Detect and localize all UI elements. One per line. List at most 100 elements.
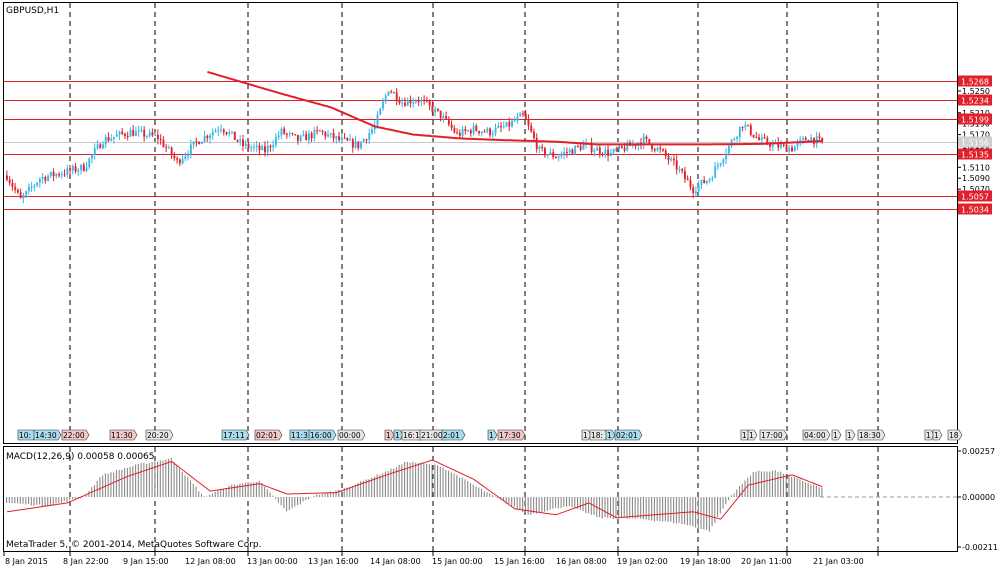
candle[interactable] [546, 154, 549, 159]
candle[interactable] [329, 132, 332, 139]
candle[interactable] [313, 126, 316, 142]
candle[interactable] [524, 109, 527, 121]
candle[interactable] [44, 175, 47, 184]
candle[interactable] [126, 131, 129, 141]
candle[interactable] [760, 133, 763, 144]
candle[interactable] [404, 97, 406, 107]
event-badge[interactable]: 00:00 [337, 429, 366, 441]
candle[interactable] [195, 137, 198, 147]
candle[interactable] [93, 143, 96, 160]
event-badge[interactable]: 17:00 [759, 429, 788, 441]
candle[interactable] [187, 150, 190, 161]
candle[interactable] [255, 140, 258, 153]
candle[interactable] [755, 131, 758, 139]
candle[interactable] [475, 123, 478, 132]
candle[interactable] [516, 112, 519, 124]
candle[interactable] [159, 134, 162, 145]
candle[interactable] [686, 175, 689, 181]
candle[interactable] [36, 181, 39, 188]
candle[interactable] [99, 142, 102, 149]
candle[interactable] [77, 168, 80, 176]
candle[interactable] [796, 139, 799, 151]
candle[interactable] [217, 126, 220, 137]
candle[interactable] [607, 144, 610, 162]
event-badge[interactable]: 1 [581, 429, 592, 441]
candle[interactable] [791, 144, 793, 153]
candle[interactable] [354, 136, 357, 150]
candle[interactable] [91, 154, 93, 164]
candle[interactable] [324, 130, 327, 140]
candle[interactable] [280, 127, 283, 140]
candle[interactable] [8, 175, 11, 186]
candle[interactable] [140, 125, 143, 133]
candle[interactable] [456, 128, 459, 135]
candle[interactable] [132, 124, 135, 137]
event-badge[interactable]: 10: [17, 429, 37, 441]
candle[interactable] [681, 168, 684, 174]
candle[interactable] [489, 127, 492, 138]
candle[interactable] [63, 169, 66, 177]
candle[interactable] [258, 142, 261, 156]
candle[interactable] [431, 100, 434, 116]
candle[interactable] [530, 122, 533, 133]
candle[interactable] [176, 156, 179, 164]
candle[interactable] [368, 128, 371, 144]
candle[interactable] [519, 111, 522, 117]
candle[interactable] [277, 130, 280, 141]
candle[interactable] [357, 141, 360, 151]
candle[interactable] [379, 107, 382, 116]
candle[interactable] [576, 144, 579, 148]
candle[interactable] [49, 171, 52, 179]
candle[interactable] [522, 110, 524, 117]
candle[interactable] [390, 89, 393, 94]
candle[interactable] [384, 93, 387, 105]
candle[interactable] [804, 136, 807, 141]
candle[interactable] [763, 133, 766, 139]
candle[interactable] [332, 128, 335, 143]
candle[interactable] [27, 183, 30, 195]
candle[interactable] [302, 130, 305, 137]
candle[interactable] [705, 180, 708, 185]
candle[interactable] [711, 175, 714, 182]
candle[interactable] [393, 91, 395, 94]
candle[interactable] [102, 141, 104, 150]
candle[interactable] [184, 152, 187, 162]
candle[interactable] [47, 173, 50, 182]
candle[interactable] [250, 144, 253, 153]
candle[interactable] [316, 126, 319, 135]
candle[interactable] [253, 143, 255, 152]
time-axis[interactable]: 8 Jan 2015 8 Jan 22:00 9 Jan 15:00 12 Jan 0… [3, 552, 879, 566]
candle[interactable] [467, 129, 470, 133]
candle[interactable] [758, 133, 761, 141]
candle[interactable] [266, 140, 269, 157]
candle[interactable] [269, 144, 272, 152]
event-badge[interactable]: 18: [589, 429, 609, 441]
candle[interactable] [725, 148, 728, 165]
candle[interactable] [511, 117, 513, 128]
candle[interactable] [555, 155, 557, 159]
candle[interactable] [167, 144, 170, 149]
candle[interactable] [173, 152, 176, 161]
candle[interactable] [434, 106, 437, 117]
candle[interactable] [533, 128, 535, 141]
candle[interactable] [428, 99, 431, 111]
candle[interactable] [283, 126, 286, 135]
candle[interactable] [55, 173, 58, 179]
candle[interactable] [239, 135, 242, 146]
candle[interactable] [14, 183, 17, 194]
event-badge[interactable]: 20:20 [145, 429, 174, 441]
candle[interactable] [461, 125, 464, 138]
event-badge[interactable]: 16:00 [308, 429, 337, 441]
candle[interactable] [395, 87, 398, 106]
candle[interactable] [371, 125, 373, 136]
candle[interactable] [670, 156, 673, 162]
candle[interactable] [335, 135, 338, 144]
candle[interactable] [802, 135, 804, 145]
candle[interactable] [642, 133, 645, 150]
candle[interactable] [222, 128, 225, 136]
candle[interactable] [398, 96, 401, 105]
candle[interactable] [307, 130, 310, 145]
candle[interactable] [25, 190, 28, 199]
candle[interactable] [225, 131, 228, 136]
candle[interactable] [211, 128, 214, 140]
